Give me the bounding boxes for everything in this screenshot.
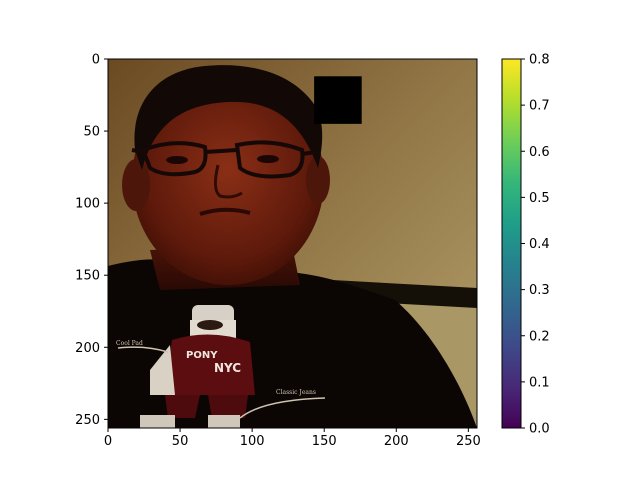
y-tick-label: 150: [75, 269, 100, 284]
x-tick-label: 50: [172, 434, 189, 449]
x-axis: 0 50 100 150 200 250: [104, 428, 481, 449]
shirt-text-right: NYC: [214, 361, 241, 375]
colorbar-tick-label: 0.8: [529, 53, 550, 68]
x-tick-label: 200: [384, 434, 409, 449]
heatmap-image: PONY NYC Cool Pad Classic Jeans: [108, 59, 477, 428]
x-tick-label: 100: [240, 434, 265, 449]
y-axis: 0 50 100 150 200 250: [75, 53, 108, 428]
shirt-text-left: PONY: [186, 350, 218, 361]
y-tick-label: 50: [83, 125, 100, 140]
x-tick-label: 150: [312, 434, 337, 449]
y-tick-label: 200: [75, 341, 100, 356]
colorbar-tick-label: 0.7: [529, 99, 550, 114]
y-tick-label: 0: [92, 53, 100, 68]
colorbar-tick-label: 0.4: [529, 237, 550, 252]
y-tick-label: 250: [75, 413, 100, 428]
x-tick-label: 0: [104, 434, 112, 449]
colorbar-tick-label: 0.6: [529, 145, 550, 160]
colorbar-tick-label: 0.2: [529, 329, 550, 344]
colorbar-axis: 0.0 0.1 0.2 0.3 0.4 0.5 0.6 0.7 0.8: [521, 53, 550, 437]
colorbar-tick-label: 0.3: [529, 283, 550, 298]
occlusion-patch: [314, 76, 362, 124]
x-tick-label: 250: [456, 434, 481, 449]
y-tick-label: 100: [75, 197, 100, 212]
colorbar: [501, 58, 522, 429]
colorbar-tick-label: 0.5: [529, 191, 550, 206]
colorbar-tick-label: 0.1: [529, 375, 550, 390]
shirt-label-2: Classic Jeans: [276, 389, 316, 396]
colorbar-tick-label: 0.0: [529, 422, 550, 437]
plot-frame: [107, 58, 478, 429]
shirt-label-1: Cool Pad: [116, 340, 143, 347]
